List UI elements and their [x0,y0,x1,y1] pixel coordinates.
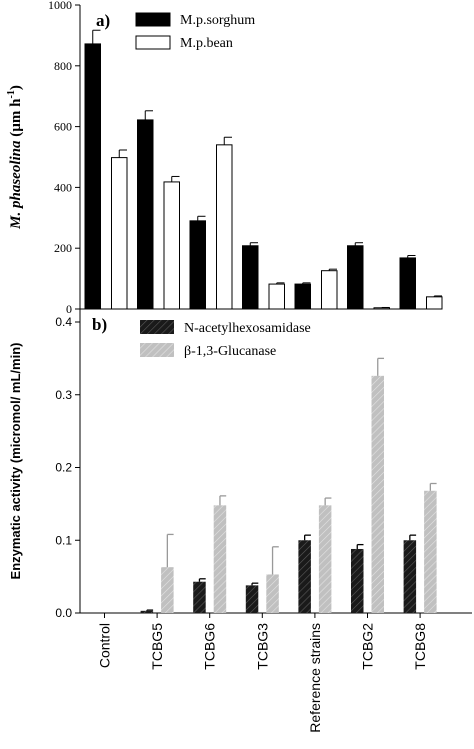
bar-mpbean [268,283,285,310]
bar-mpbean [163,181,180,310]
bar-glucanase [318,505,332,613]
bar-glucanase [213,505,227,613]
legend-label-nah: N-acetylhexosamidase [184,321,311,336]
panel-a-y-ticks: 0 200 400 600 800 1000 [48,0,80,316]
panel-b-y-axis-label: Enzymatic activity (micromol/ mL/min) [8,343,23,580]
bar-mpbean [111,157,128,310]
panel-b-y-ticks: 0.0 0.1 0.2 0.3 0.4 [55,315,80,620]
y-tick-label: 200 [54,241,72,255]
y-tick-label: 1000 [48,0,72,12]
legend-label-bean: M.p.bean [180,36,233,51]
x-tick-label: TCBG8 [412,623,428,670]
bar-glucanase [424,490,437,613]
legend-swatch-nah [140,320,174,334]
x-tick-label: TCBG5 [149,623,165,670]
panel-b: b) 0.0 0.1 0.2 0.3 0.4 Control TCBG5 TCBG6 TCBG… [8,309,472,733]
x-tick-label: Control [97,623,113,668]
panel-b-label: b) [92,315,107,334]
legend-swatch-sorghum [135,12,171,27]
x-tick-label: TCBG2 [360,623,376,670]
y-tick-label: 600 [54,120,72,134]
y-tick-label: 0.4 [55,315,72,329]
panel-a: a) 0 200 400 600 800 1000 M. phaseolina (µm h… [6,0,443,316]
panel-b-legend: N-acetylhexosamidase β-1,3-Glucanase [140,320,311,359]
bar-glucanase [266,574,279,613]
legend-swatch-bean [135,35,171,50]
bar-mpsorghum [84,43,101,310]
legend-swatch-glucanase [140,343,174,357]
bar-glucanase [161,567,174,613]
x-tick-label: Reference strains [307,623,323,733]
bar-nah [245,585,259,613]
legend-label-sorghum: M.p.sorghum [180,13,255,28]
y-tick-label: 0.0 [55,606,72,620]
y-label-close: ) [8,85,24,90]
panel-a-bars [84,29,443,310]
y-tick-label: 0.2 [55,461,72,475]
bar-mpbean [426,296,443,310]
bar-glucanase [371,375,384,613]
bar-nah [403,540,417,613]
panel-b-x-labels: Control TCBG5 TCBG6 TCBG3 Reference strains T… [97,613,428,733]
bar-mpsorghum [242,245,259,310]
bar-mpbean [321,270,338,310]
bar-mpsorghum [137,119,154,310]
bar-nah [140,610,154,613]
x-tick-label: TCBG3 [254,623,270,670]
bar-mpsorghum [189,220,206,310]
panel-b-bars [140,357,437,613]
bar-nah [298,540,311,613]
panel-a-y-axis-label: M. phaseolina (µm h-1) [6,85,24,230]
panel-a-label: a) [96,11,110,30]
bar-mpsorghum [347,245,364,310]
panel-a-legend: M.p.sorghum M.p.bean [135,12,255,51]
bar-mpsorghum [294,283,311,310]
y-tick-label: 400 [54,180,72,194]
bar-nah [193,581,206,613]
x-tick-label: TCBG6 [202,623,218,670]
bar-mpsorghum [399,257,416,310]
bar-mpbean [216,144,233,310]
y-tick-label: 0.3 [55,388,72,402]
y-label-italic: M. phaseolina [8,140,24,230]
y-label-units: (µm h [8,98,24,141]
y-tick-label: 0 [66,302,72,316]
y-tick-label: 800 [54,59,72,73]
y-label-superscript: -1 [6,90,17,98]
legend-label-glucanase: β-1,3-Glucanase [184,344,276,359]
bar-nah [351,548,364,613]
y-tick-label: 0.1 [55,533,72,547]
